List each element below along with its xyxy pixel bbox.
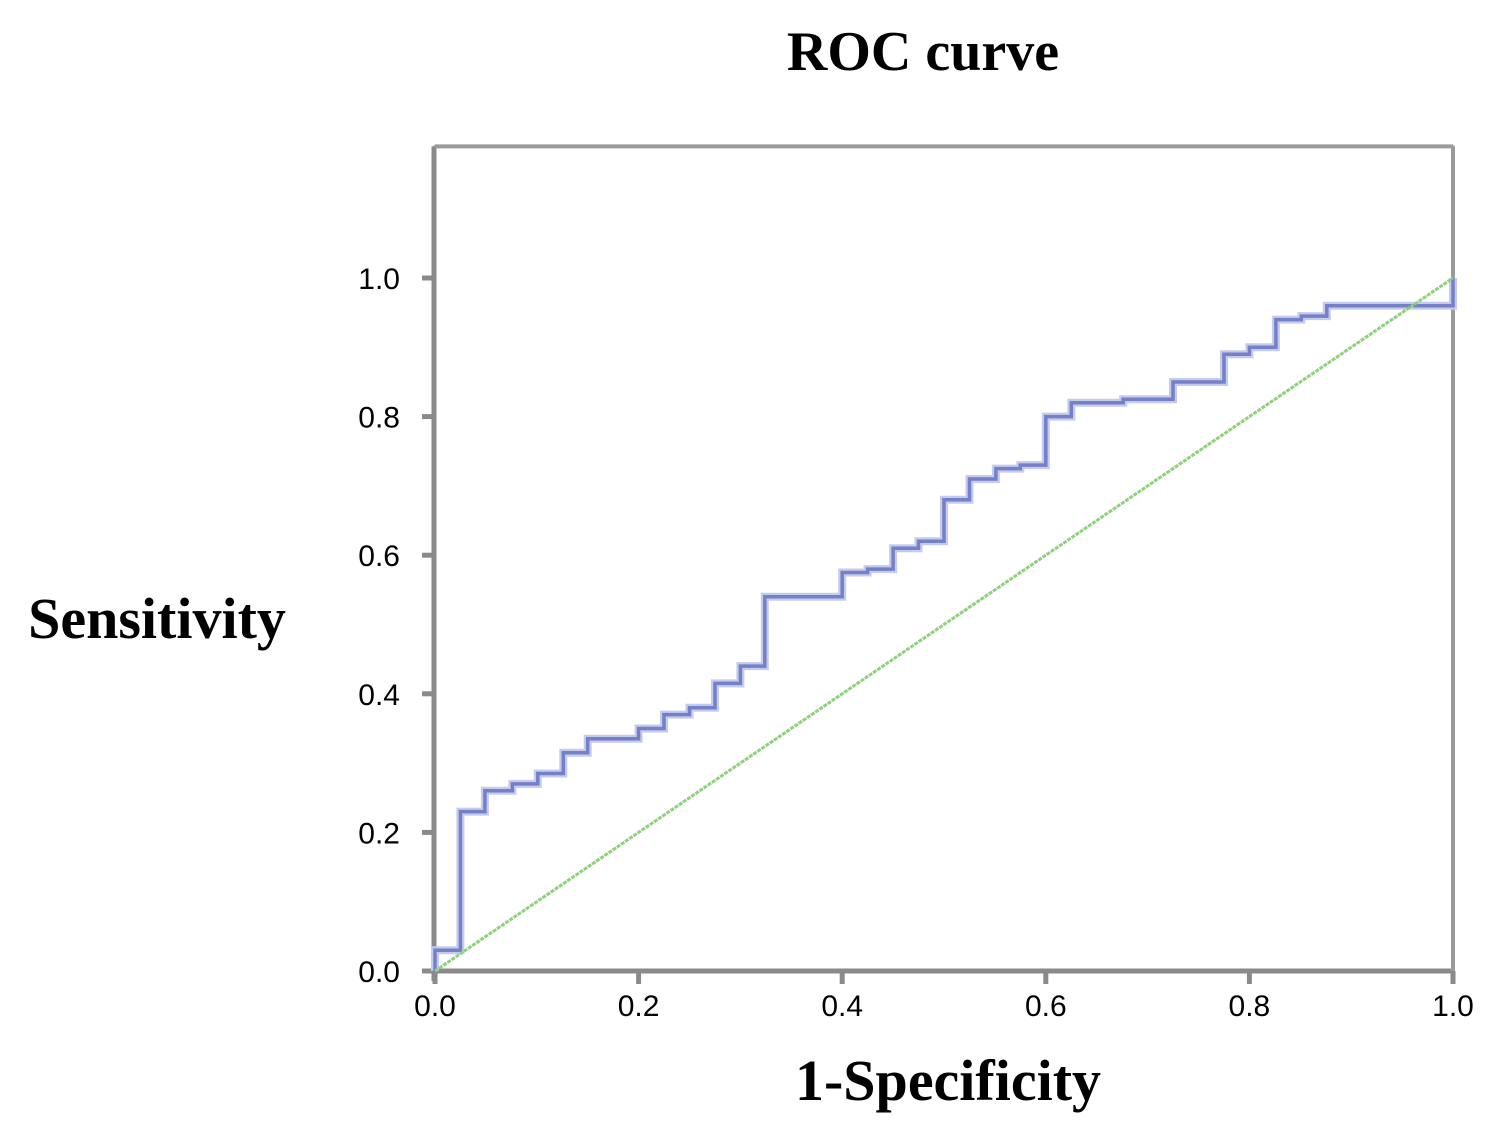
roc-curve-line bbox=[433, 278, 1455, 971]
reference-diagonal-line bbox=[434, 276, 1454, 973]
x-tick-label: 0.0 bbox=[414, 990, 456, 1023]
y-tick-label: 0.0 bbox=[358, 956, 400, 989]
x-tick-label: 0.6 bbox=[1025, 990, 1067, 1023]
plot-border bbox=[433, 144, 1455, 973]
y-tick-label: 0.2 bbox=[358, 817, 400, 850]
axis-ticks: 0.0 0.2 0.4 0.6 0.8 1.0 0.0 0.2 0.4 0.6 0.8 1.0 bbox=[358, 263, 1474, 1023]
x-tick-label: 0.8 bbox=[1229, 990, 1271, 1023]
series-layer bbox=[431, 276, 1457, 973]
y-tick-label: 0.6 bbox=[358, 540, 400, 573]
x-tick-label: 0.4 bbox=[821, 990, 863, 1023]
x-axis-label: 1-Specificity bbox=[795, 1048, 1101, 1113]
y-axis-label: Sensitivity bbox=[28, 586, 286, 651]
plot-frame bbox=[425, 144, 1455, 981]
chart-title: ROC curve bbox=[787, 21, 1059, 83]
y-tick-label: 1.0 bbox=[358, 263, 400, 296]
y-tick-label: 0.8 bbox=[358, 402, 400, 435]
y-tick-label: 0.4 bbox=[358, 679, 400, 712]
x-tick-label: 1.0 bbox=[1432, 990, 1474, 1023]
x-tick-label: 0.2 bbox=[618, 990, 660, 1023]
